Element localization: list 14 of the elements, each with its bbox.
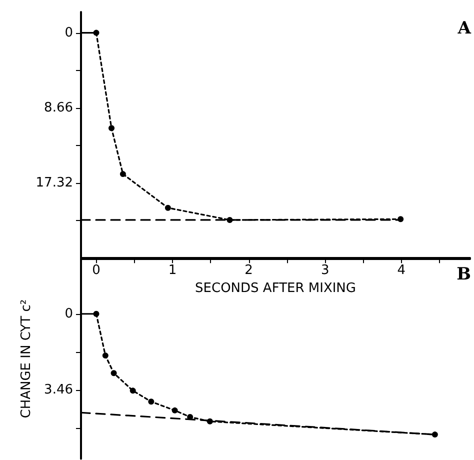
x-axis-title: SECONDS AFTER MIXING [195,281,356,296]
annotation: B [456,264,472,284]
x-tick-label: 3 [320,263,330,278]
y-tick-label: 8.66 [44,100,73,116]
y-tick-label: 0 [64,25,73,40]
annotation: A [456,18,472,38]
x-tick-label: 0 [92,263,100,278]
y-tick-label: 3.46 [44,382,73,398]
x-tick-label: 4 [397,263,406,278]
y-tick-label: 17.32 [36,175,73,190]
x-tick-label: 1 [168,263,177,278]
y-axis-title: CHANGE IN CYT c² [19,299,34,418]
x-tick-label: 2 [244,263,253,278]
y-tick-label: 0 [64,306,73,322]
